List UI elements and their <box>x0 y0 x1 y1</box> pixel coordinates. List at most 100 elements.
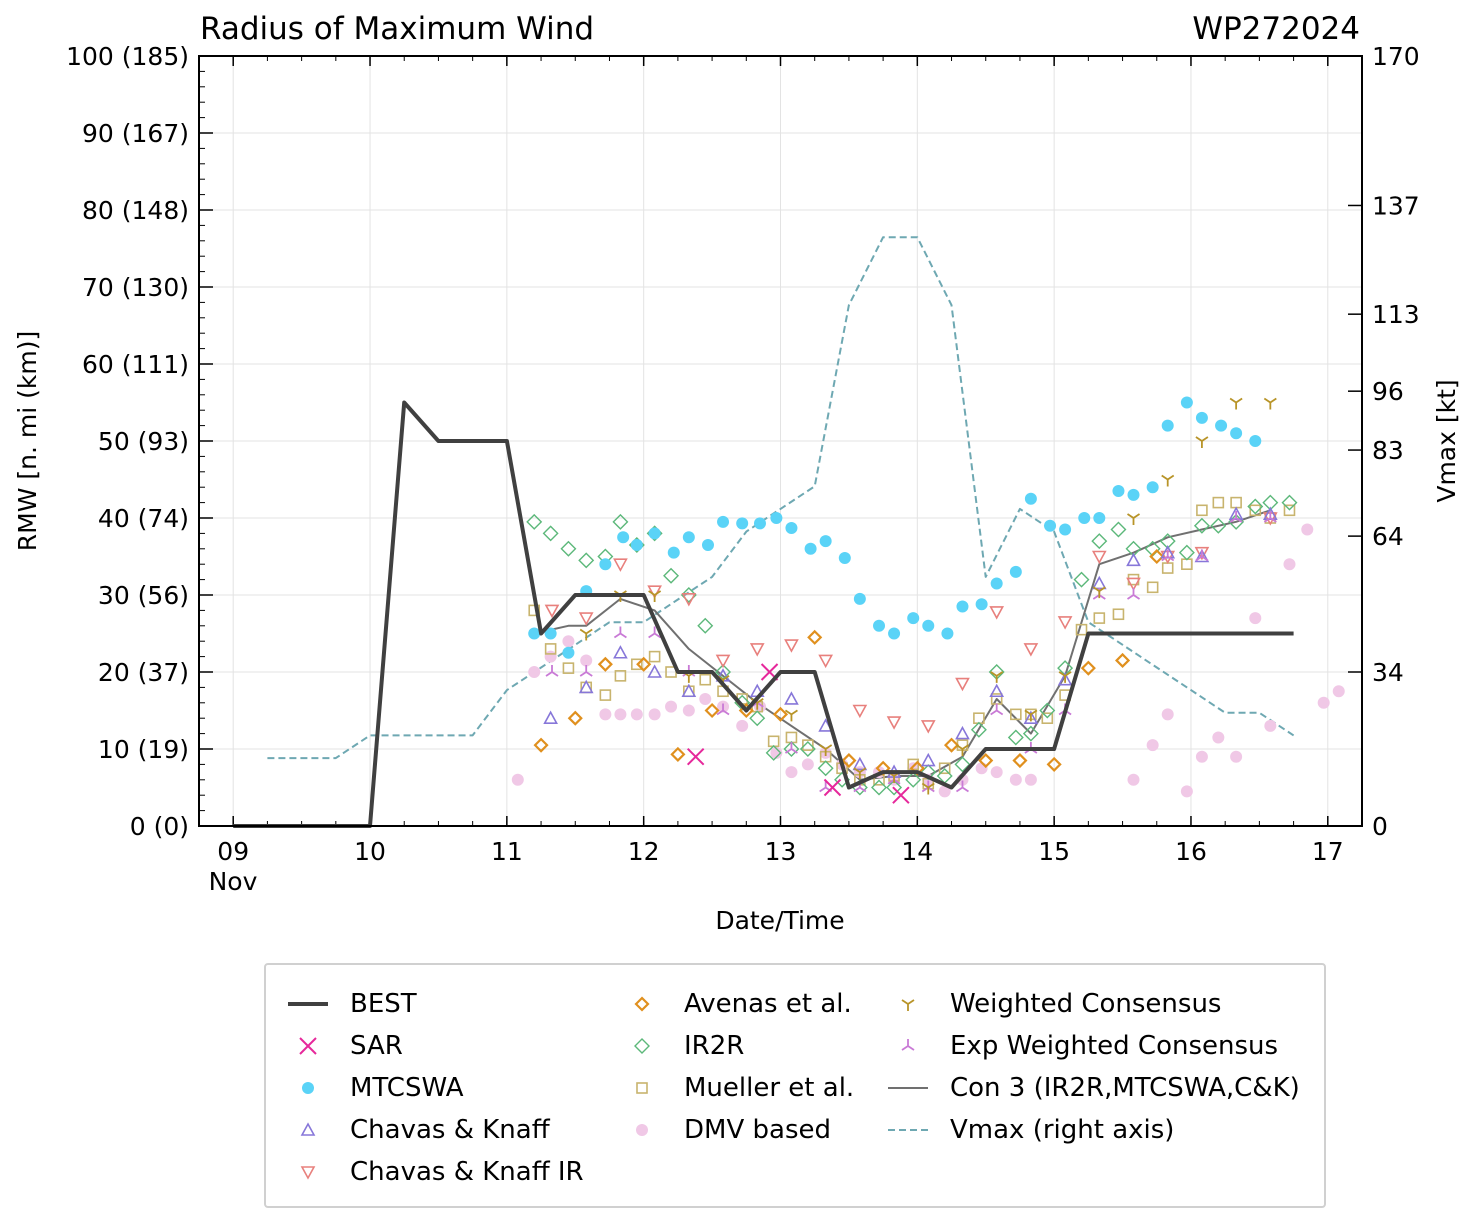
ir2r-point <box>749 710 766 727</box>
dmv-based-point <box>562 635 575 648</box>
mueller-et-al-point <box>699 673 712 686</box>
dmv-based-point <box>599 708 612 721</box>
mtcswa-point <box>941 627 954 640</box>
ir2r-point <box>526 513 543 530</box>
ir2r-point <box>697 617 714 634</box>
legend-label-avenas: Avenas et al. <box>684 989 852 1019</box>
legend-label-weighted-consensus: Weighted Consensus <box>950 989 1222 1019</box>
avenas-et-al-point <box>1115 652 1131 669</box>
chavas-knaff-ir-point <box>1091 550 1107 565</box>
mtcswa-point <box>1127 488 1140 501</box>
chavas-knaff-ir-point <box>784 639 799 653</box>
ir2r-point <box>578 552 595 569</box>
mtcswa-point <box>528 627 541 640</box>
mtcswa-point <box>956 600 969 613</box>
legend-marker-mueller <box>636 1082 648 1094</box>
legend-item-con3: Con 3 (IR2R,MTCSWA,C&K) <box>886 1067 1300 1109</box>
ir2r-point <box>954 756 971 773</box>
chavas-knaff-ir-point <box>955 677 970 692</box>
mtcswa-point <box>975 598 988 611</box>
chavas-knaff-ir-point <box>989 606 1005 620</box>
chavas-knaff-ir-point <box>681 593 697 607</box>
chavas-knaff-point <box>1126 552 1141 567</box>
y-tick-label: 30 (56) <box>98 581 189 610</box>
dmv-based-point <box>1264 719 1277 732</box>
legend-label-chavas-knaff-ir: Chavas & Knaff IR <box>350 1157 584 1187</box>
mueller-et-al-point <box>1161 562 1174 574</box>
series-mtcswa <box>528 396 1262 659</box>
legend-label-best: BEST <box>350 989 417 1019</box>
legend-marker-chavas-knaff <box>300 1122 316 1136</box>
weighted-consensus-point <box>1229 397 1243 410</box>
chavas-knaff-ir-point <box>1126 577 1141 592</box>
exp-weighted-consensus-point <box>545 665 559 677</box>
dmv-based-point <box>614 708 627 721</box>
mtcswa-point <box>785 522 798 535</box>
ir2r-point <box>783 741 800 757</box>
mtcswa-point <box>1009 565 1022 578</box>
legend-item-vmax: Vmax (right axis) <box>886 1109 1300 1151</box>
legend-item-ir2r: IR2R <box>620 1025 854 1067</box>
mueller-et-al-point <box>1196 504 1208 517</box>
mueller-et-al-point <box>1075 623 1088 636</box>
mueller-et-al-point <box>562 662 575 674</box>
y-tick-label: 20 (37) <box>98 658 189 687</box>
exp-weighted-consensus-point <box>613 626 627 639</box>
avenas-et-al-point <box>597 656 613 672</box>
mtcswa-point <box>1146 481 1159 494</box>
dmv-based-point <box>975 762 988 775</box>
mtcswa-point <box>544 627 557 640</box>
legend-item-best: BEST <box>286 983 584 1025</box>
mueller-et-al-point <box>785 731 798 744</box>
weighted-consensus-point <box>1161 474 1175 487</box>
avenas-et-al-point <box>841 752 857 769</box>
dmv-based-point <box>801 758 814 771</box>
legend-label-dmv: DMV based <box>684 1115 831 1145</box>
right-tick-label: 34 <box>1372 658 1404 687</box>
weighted-consensus-point <box>921 782 935 795</box>
exp-weighted-consensus-point <box>1161 549 1175 562</box>
mueller-et-al-point <box>1112 608 1125 621</box>
mueller-et-al-point <box>1230 496 1242 509</box>
dmv-based-point <box>699 692 712 705</box>
exp-weighted-consensus-point <box>921 780 935 793</box>
chavas-knaff-point <box>1228 506 1244 520</box>
chavas-knaff-ir-point <box>613 558 628 572</box>
right-tick-label: 137 <box>1372 191 1420 220</box>
mtcswa-point <box>804 542 817 555</box>
ir2r-point <box>1007 729 1024 746</box>
avenas-et-al-point <box>1149 548 1165 565</box>
sar-point <box>892 786 910 804</box>
ir2r-point <box>1091 533 1108 550</box>
avenas-et-al-point <box>943 737 960 753</box>
legend-item-mtcswa: MTCSWA <box>286 1067 584 1109</box>
chavas-knaff-point <box>1194 548 1210 563</box>
dmv-based-point <box>736 719 749 732</box>
y-tick-label: 50 (93) <box>98 427 189 456</box>
mueller-et-al-point <box>1212 496 1225 509</box>
dmv-based-point <box>580 654 593 667</box>
exp-weighted-consensus-point <box>1195 549 1209 562</box>
mtcswa-point <box>667 546 680 559</box>
dmv-based-point <box>1317 696 1330 709</box>
dmv-based-point <box>1127 773 1140 786</box>
mtcswa-point <box>562 646 575 659</box>
mtcswa-point <box>1230 427 1243 440</box>
ir2r-point <box>663 567 680 584</box>
exp-weighted-consensus-point <box>1127 588 1140 600</box>
x-tick-label: 11 <box>491 837 523 866</box>
chavas-knaff-ir-point <box>749 643 765 657</box>
dmv-based-point <box>648 708 661 721</box>
dmv-based-point <box>1024 773 1037 786</box>
y-tick-label: 0 (0) <box>130 812 189 841</box>
mtcswa-point <box>1249 435 1262 447</box>
chavas-knaff-ir-point <box>544 604 560 619</box>
avenas-et-al-point <box>1012 752 1028 769</box>
chavas-knaff-point <box>543 710 558 724</box>
weighted-consensus-point <box>955 744 969 756</box>
right-tick-label: 170 <box>1372 42 1420 71</box>
ir2r-point <box>1110 521 1127 538</box>
dmv-based-point <box>770 746 783 759</box>
legend-label-mueller: Mueller et al. <box>684 1073 855 1103</box>
legend-label-chavas-knaff: Chavas & Knaff <box>350 1115 550 1145</box>
